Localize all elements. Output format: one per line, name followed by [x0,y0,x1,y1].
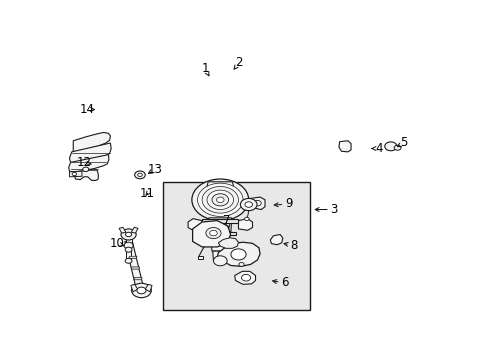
Polygon shape [68,155,109,172]
Polygon shape [131,267,139,269]
Polygon shape [206,182,233,186]
Circle shape [216,197,224,203]
Circle shape [124,242,133,249]
Text: 9: 9 [284,198,292,211]
Polygon shape [145,284,152,292]
Polygon shape [250,197,264,210]
Circle shape [240,198,257,211]
Polygon shape [131,227,138,233]
Polygon shape [128,256,137,258]
Circle shape [213,256,226,266]
Circle shape [206,190,233,210]
Circle shape [238,262,244,266]
Circle shape [241,274,250,281]
Polygon shape [202,219,238,222]
Circle shape [125,258,132,263]
Bar [163,183,310,310]
Polygon shape [134,278,142,280]
Polygon shape [124,242,145,294]
Polygon shape [204,232,236,235]
Text: 4: 4 [375,142,383,155]
Text: 3: 3 [329,203,337,216]
Circle shape [209,230,217,236]
Polygon shape [131,284,138,292]
Text: 14: 14 [79,103,94,116]
Polygon shape [270,234,282,245]
Text: 13: 13 [147,163,162,176]
Circle shape [191,179,248,221]
Circle shape [138,173,142,176]
Circle shape [205,228,221,239]
Circle shape [137,287,146,294]
Text: 11: 11 [140,187,155,200]
Polygon shape [69,143,111,163]
Circle shape [121,229,136,240]
Polygon shape [73,132,110,152]
Circle shape [125,232,131,237]
Circle shape [211,194,228,206]
Text: 6: 6 [281,276,288,289]
Text: 2: 2 [235,56,243,69]
Circle shape [134,171,145,179]
Polygon shape [76,156,96,171]
Polygon shape [212,251,227,261]
Text: 12: 12 [77,157,92,170]
Circle shape [202,186,238,213]
Text: 8: 8 [289,239,297,252]
Polygon shape [217,242,260,266]
Circle shape [253,201,261,206]
Polygon shape [208,218,231,232]
Circle shape [384,142,396,151]
Polygon shape [192,221,230,247]
Polygon shape [125,239,131,246]
Polygon shape [197,256,203,260]
Polygon shape [218,238,238,248]
Polygon shape [119,227,126,233]
Text: 10: 10 [109,237,124,250]
Polygon shape [234,271,255,284]
Polygon shape [210,235,229,251]
Circle shape [82,167,89,172]
Circle shape [244,217,248,221]
Polygon shape [126,250,131,261]
Polygon shape [188,219,202,230]
Circle shape [131,283,151,298]
Circle shape [197,183,243,216]
Polygon shape [74,170,98,180]
Text: 5: 5 [400,136,407,149]
Circle shape [72,172,77,176]
Polygon shape [69,171,82,177]
Polygon shape [238,219,252,230]
Circle shape [244,202,252,207]
Text: 1: 1 [201,62,208,75]
Circle shape [230,249,245,260]
Polygon shape [338,141,350,152]
Text: 7: 7 [223,214,230,227]
Circle shape [393,145,400,150]
Circle shape [125,247,132,252]
